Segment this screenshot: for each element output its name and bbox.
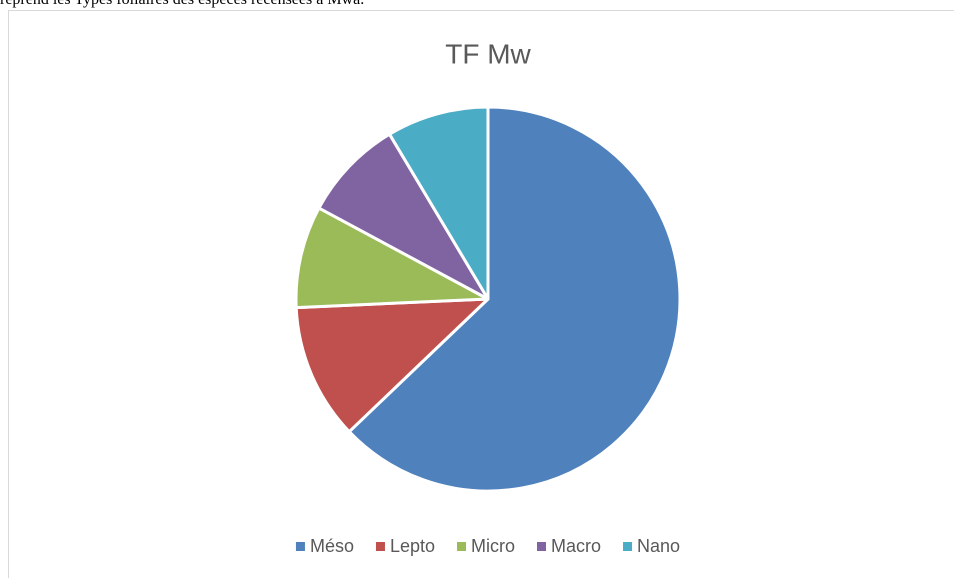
pie-slice — [388, 105, 490, 301]
legend-label: Micro — [471, 536, 515, 556]
pie-slice — [294, 297, 490, 434]
legend-swatch — [623, 542, 633, 551]
pie-slice — [347, 105, 682, 493]
pie-slice — [294, 206, 490, 310]
legend-label: Lepto — [390, 536, 435, 556]
legend-swatch — [375, 542, 385, 551]
pie-slice — [317, 132, 490, 301]
legend-swatch — [537, 542, 547, 551]
legend-swatch — [457, 542, 467, 551]
chart-title: TF Mw — [445, 38, 531, 69]
legend: Méso Lepto Micro Macro Nano — [295, 536, 680, 556]
legend-label: Méso — [310, 536, 354, 556]
legend-label: Nano — [637, 536, 680, 556]
legend-swatch — [295, 542, 305, 551]
legend-label: Macro — [551, 536, 601, 556]
document-text: reprend les Types foliaires des espèces … — [0, 0, 364, 9]
